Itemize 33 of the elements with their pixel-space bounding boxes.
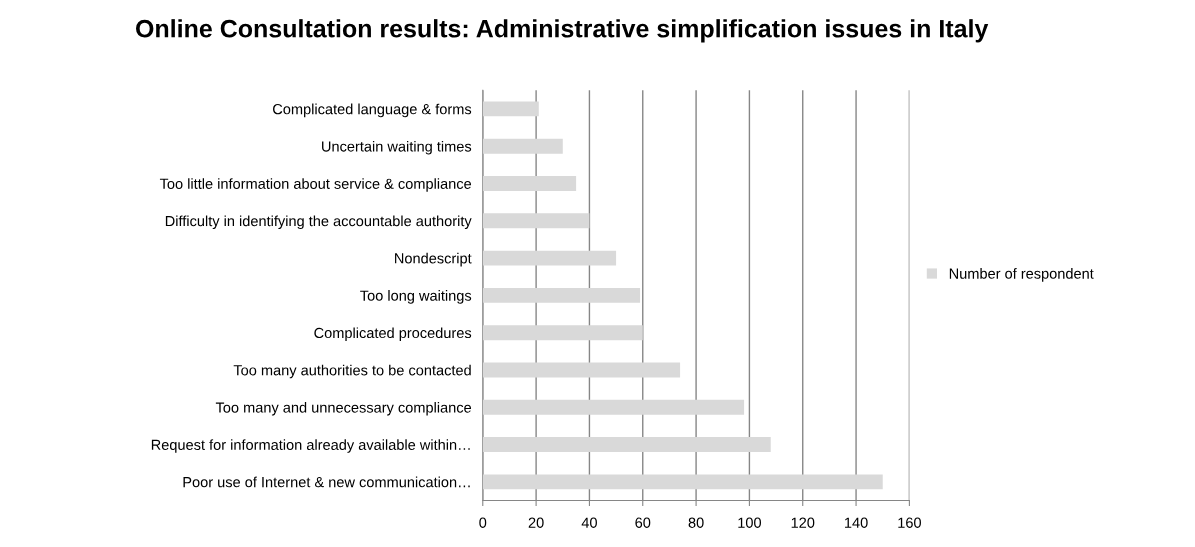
x-tick-label: 120 [791,517,815,528]
x-tick-label: 60 [635,517,651,528]
y-tick-label: Poor use of Internet & new communication… [183,476,470,488]
x-tick-label: 160 [898,517,921,528]
y-tick-label: Too little information about service & compliance [159,178,472,192]
bar [482,474,883,490]
bar [482,399,745,415]
y-tick-label: Too many and unnecessary compliance [215,401,472,416]
x-tick-label: 140 [845,517,868,528]
bar [482,176,577,191]
legend-label: Number of respondent [949,268,1094,282]
x-tick-label: 40 [581,517,597,528]
y-tick-label: Request for information already available within… [151,439,470,453]
y-tick-label: Uncertain waiting times [322,140,472,155]
y-tick-label: Complicated language & forms [273,103,472,118]
chart-title: Online Consultation results: Administrative simplification issues in Italy [136,19,989,43]
bar [482,101,539,117]
bar [482,213,590,229]
y-tick-label: Too many authorities to be contacted [233,364,471,379]
bar [482,437,771,453]
y-tick-label: Difficulty in identifying the accountable authority [165,215,472,230]
y-tick-label: Too long waitings [360,290,472,304]
x-tick-label: 80 [688,517,704,528]
bar [482,250,617,266]
bar [482,325,643,341]
x-tick-label: 0 [479,517,487,528]
y-tick-label: Nondescript [395,252,472,267]
bar [482,362,681,378]
bar [482,138,563,154]
x-tick-label: 100 [738,517,762,528]
y-tick-label: Complicated procedures [314,327,472,341]
bar [482,287,641,303]
x-tick-label: 20 [528,517,544,528]
